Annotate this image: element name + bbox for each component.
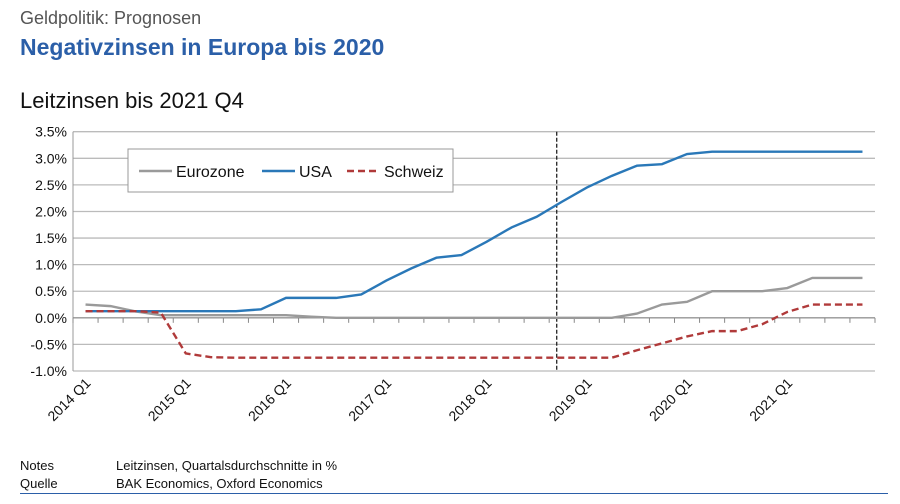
y-tick-label: -1.0%: [30, 363, 67, 379]
y-tick-label: -0.5%: [30, 336, 67, 352]
x-tick-label: 2016 Q1: [245, 375, 294, 424]
legend-label: Schweiz: [384, 164, 444, 181]
x-tick-label: 2018 Q1: [445, 375, 494, 424]
x-tick-label: 2015 Q1: [145, 375, 194, 424]
y-tick-label: 1.5%: [35, 230, 67, 246]
chart-headline: Negativzinsen in Europa bis 2020: [20, 34, 385, 60]
footer-rule: [20, 493, 888, 494]
chart-title: Leitzinsen bis 2021 Q4: [20, 88, 244, 113]
x-tick-label: 2020 Q1: [646, 375, 695, 424]
x-tick-label: 2021 Q1: [746, 375, 795, 424]
y-tick-label: 0.5%: [35, 283, 67, 299]
series-line-eurozone: [85, 276, 863, 320]
source-row: Quelle BAK Economics, Oxford Economics: [20, 476, 323, 491]
y-tick-label: 2.0%: [35, 203, 67, 219]
source-label: Quelle: [20, 476, 58, 491]
legend-label: Eurozone: [176, 164, 245, 181]
series-line-schweiz: [85, 303, 863, 359]
legend-label: USA: [299, 164, 332, 181]
notes-row: Notes Leitzinsen, Quartalsdurchschnitte …: [20, 458, 337, 473]
y-tick-label: 2.5%: [35, 177, 67, 193]
y-tick-label: 3.0%: [35, 150, 67, 166]
y-tick-label: 0.0%: [35, 310, 67, 326]
x-tick-label: 2017 Q1: [345, 375, 394, 424]
x-tick-label: 2014 Q1: [44, 375, 93, 424]
y-tick-label: 3.5%: [35, 124, 67, 140]
notes-text: Leitzinsen, Quartalsdurchschnitte in %: [116, 458, 338, 473]
notes-label: Notes: [20, 458, 54, 473]
x-tick-label: 2019 Q1: [546, 375, 595, 424]
series-line-usa: [85, 150, 863, 313]
chart-kicker: Geldpolitik: Prognosen: [20, 8, 202, 28]
source-text: BAK Economics, Oxford Economics: [116, 476, 323, 491]
y-tick-label: 1.0%: [35, 257, 67, 273]
